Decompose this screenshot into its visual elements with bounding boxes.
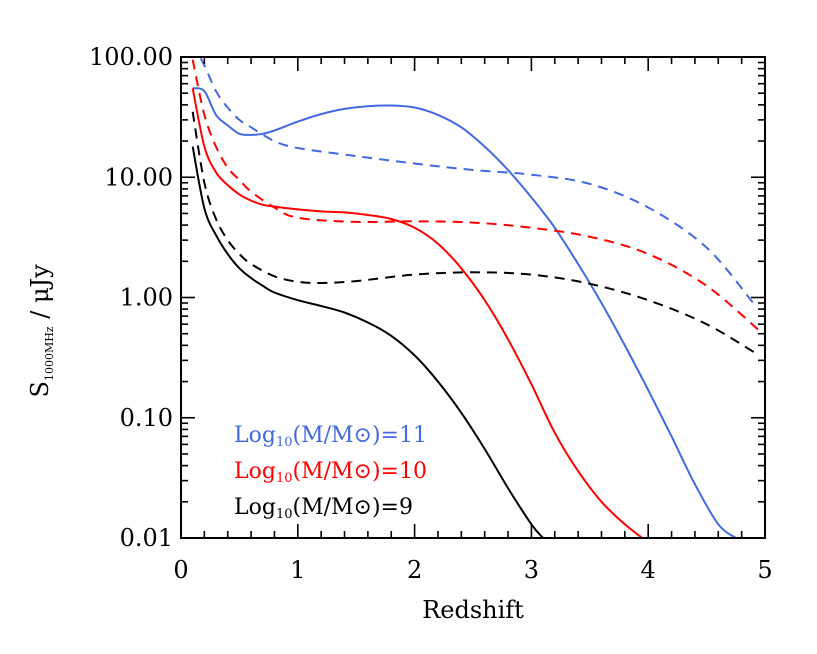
tick-labels: 0 1 2 3 4 5 0.01 0.10 1.00 10.00 100.00 <box>89 43 773 584</box>
y-axis-title-text: S1000MHz / μJy <box>26 264 56 398</box>
series-10-dashed-line <box>191 59 764 335</box>
y-tick-label: 100.00 <box>89 43 173 71</box>
x-tick-label: 5 <box>757 556 772 584</box>
series-9-solid-line <box>191 146 544 538</box>
y-tick-label: 1.00 <box>120 284 173 312</box>
legend-entry-11: Log10(M/M⊙)=11 <box>234 423 427 450</box>
series-11-solid-line <box>192 87 737 538</box>
legend: Log10(M/M⊙)=11 Log10(M/M⊙)=10 Log10(M/M⊙)=… <box>234 423 427 522</box>
y-axis-title-main: S <box>26 381 54 397</box>
y-tick-label: 0.01 <box>120 524 173 552</box>
y-tick-label: 10.00 <box>104 163 173 191</box>
y-axis-title-unit: / μJy <box>26 264 54 327</box>
y-tick-label: 0.10 <box>120 404 173 432</box>
legend-entry-10: Log10(M/M⊙)=10 <box>234 459 427 486</box>
y-axis-title: S1000MHz / μJy <box>26 264 56 398</box>
series-curves <box>191 57 764 538</box>
x-tick-label: 1 <box>290 556 305 584</box>
series-9-dashed-line <box>191 111 760 357</box>
x-tick-label: 4 <box>641 556 656 584</box>
y-axis-title-subscript: 1000MHz <box>43 326 56 381</box>
series-11-dashed-line <box>198 57 755 304</box>
x-tick-label: 0 <box>173 556 188 584</box>
axis-ticks <box>180 57 766 539</box>
legend-entry-9: Log10(M/M⊙)=9 <box>234 495 413 522</box>
x-axis-title: Redshift <box>422 596 524 624</box>
series-10-solid-line <box>191 88 644 538</box>
x-tick-label: 2 <box>407 556 422 584</box>
x-tick-label: 3 <box>524 556 539 584</box>
